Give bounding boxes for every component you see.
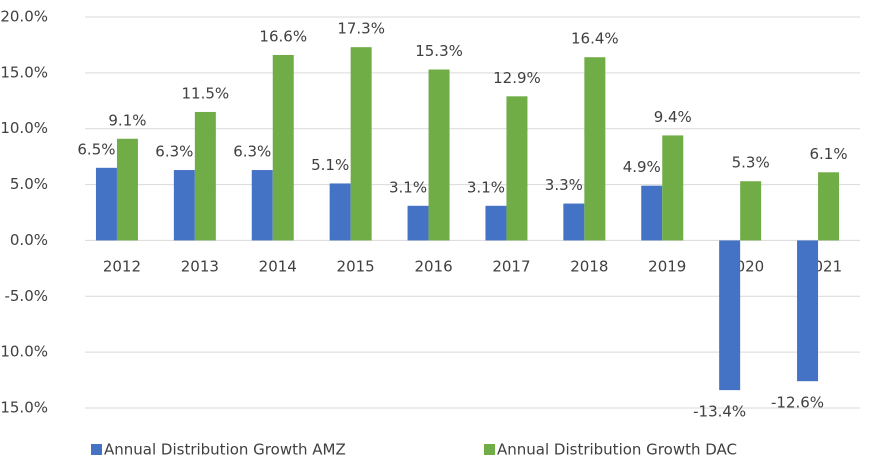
data-label: 3.3% [545,176,583,194]
x-tick-label: 2013 [181,258,219,276]
data-label: 9.1% [108,111,146,129]
data-label: 6.3% [233,143,271,161]
y-tick-label: 20.0% [0,8,48,26]
data-label: 4.9% [623,158,661,176]
data-label: 16.6% [259,27,307,45]
data-label: 6.5% [77,140,115,158]
bar [506,96,528,241]
bar [818,172,840,241]
bar [194,111,216,241]
data-label: 17.3% [337,20,385,38]
legend-label: Annual Distribution Growth DAC [497,441,737,459]
bar [641,185,663,241]
x-tick-label: 2012 [103,258,141,276]
x-tick-label: 2017 [492,258,530,276]
legend-swatch [91,444,102,455]
bar [350,47,372,241]
x-tick-label: 2019 [648,258,686,276]
data-label: -13.4% [693,403,746,421]
data-label: 3.1% [467,178,505,196]
data-label: 5.1% [311,156,349,174]
bar [563,203,585,241]
x-tick-label: 2015 [337,258,375,276]
bar [428,69,450,241]
bar [407,205,429,241]
data-label: 5.3% [732,154,770,172]
data-label: 6.3% [155,143,193,161]
bar [662,135,684,241]
y-tick-label: -5.0% [4,287,48,305]
x-tick-label: 2014 [259,258,297,276]
y-tick-label: 10.0% [0,119,48,137]
bar [173,170,195,241]
x-tick-label: 2018 [570,258,608,276]
bar [485,205,507,241]
data-label: 16.4% [571,30,619,48]
bar [95,167,117,241]
y-tick-label: 0.0% [10,231,48,249]
legend-swatch [484,444,495,455]
data-label: -12.6% [771,394,824,412]
legend-label: Annual Distribution Growth AMZ [104,441,346,459]
y-tick-label: 15.0% [0,63,48,81]
bar [272,54,294,241]
bar [251,170,273,241]
bar [797,240,819,382]
data-label: 3.1% [389,178,427,196]
y-tick-label: -15.0% [0,399,48,417]
bar [740,181,762,241]
bar [584,57,606,241]
bar [116,138,138,241]
data-label: 9.4% [654,108,692,126]
data-label: 6.1% [809,145,847,163]
data-label: 11.5% [182,84,230,102]
data-label: 12.9% [493,69,541,87]
bar [329,183,351,241]
y-tick-label: -10.0% [0,343,48,361]
x-tick-label: 2016 [414,258,452,276]
data-label: 15.3% [415,42,463,60]
y-tick-label: 5.0% [10,175,48,193]
bar [719,240,741,391]
